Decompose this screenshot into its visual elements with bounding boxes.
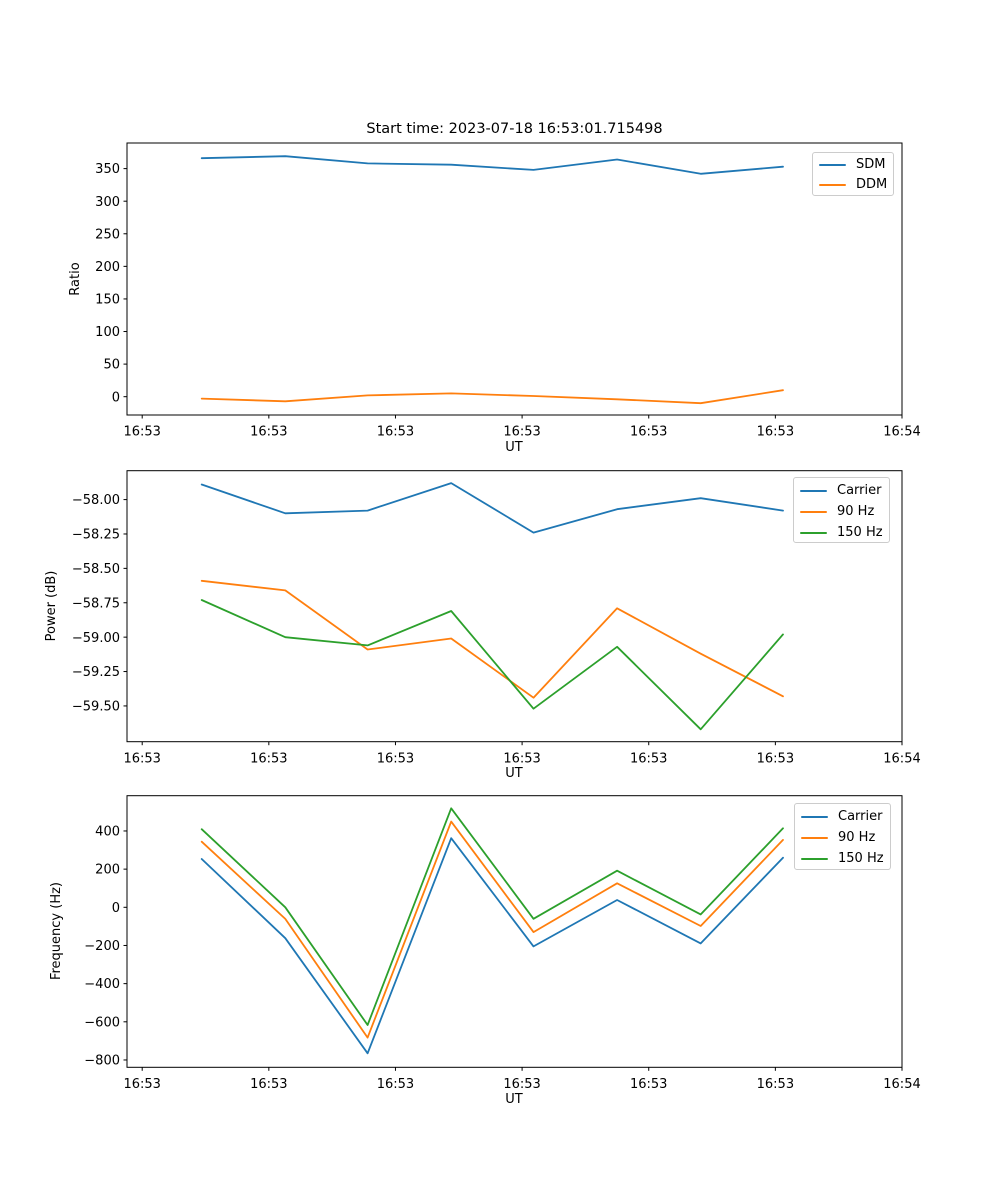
- legend-label: SDM: [856, 157, 886, 173]
- y-tick-label: −59.50: [72, 700, 120, 715]
- y-tick-label: 250: [95, 227, 120, 242]
- x-tick-label: 16:53: [503, 425, 540, 440]
- x-tick-label: 16:53: [630, 1077, 667, 1092]
- y-tick-label: −58.50: [72, 562, 120, 577]
- legend-label: 150 Hz: [837, 525, 883, 540]
- 90hz-line-swatch: [801, 836, 828, 839]
- series-line-carrier: [200, 837, 784, 1055]
- legend-label: DDM: [856, 177, 888, 193]
- y-tick-label: 150: [95, 293, 120, 308]
- x-tick-label: 16:53: [123, 425, 160, 440]
- legend-item-sdm: SDM: [813, 155, 893, 175]
- series-line-90-hz: [200, 579, 784, 699]
- carrier-line-swatch: [801, 815, 828, 818]
- 150hz-line-swatch: [801, 857, 828, 860]
- y-tick-label: −59.25: [72, 665, 120, 680]
- x-tick-label: 16:53: [377, 425, 414, 440]
- 150hz-line-swatch: [800, 531, 827, 534]
- sdm-line-swatch: [819, 163, 846, 166]
- legend-power: Carrier 90 Hz 150 Hz: [793, 477, 890, 543]
- y-tick-label: 0: [112, 390, 120, 405]
- legend-ratio: SDM DDM: [812, 152, 894, 196]
- series-line-90-hz: [200, 820, 784, 1039]
- axes-frame: [126, 142, 903, 416]
- series-line-150-hz: [200, 807, 784, 1026]
- ylabel-ratio: Ratio: [68, 262, 83, 296]
- legend-item-90hz: 90 Hz: [795, 827, 890, 848]
- series-line-sdm: [200, 155, 784, 175]
- x-tick-label: 16:53: [503, 1077, 540, 1092]
- 90hz-line-swatch: [800, 510, 827, 513]
- legend-label: Carrier: [838, 809, 883, 824]
- y-tick-label: −58.75: [72, 596, 120, 611]
- legend-label: Carrier: [837, 483, 882, 498]
- xlabel-ut-middle: UT: [505, 766, 523, 781]
- y-tick-label: 50: [103, 358, 120, 373]
- ylabel-frequency: Frequency (Hz): [49, 881, 64, 981]
- x-tick-label: 16:54: [883, 751, 920, 766]
- legend-item-150hz: 150 Hz: [794, 522, 889, 543]
- carrier-line-swatch: [800, 489, 827, 492]
- legend-item-carrier: Carrier: [795, 806, 890, 827]
- xlabel-ut-top: UT: [505, 440, 523, 455]
- y-tick-label: −800: [84, 1054, 120, 1069]
- legend-item-150hz: 150 Hz: [795, 848, 890, 869]
- x-tick-label: 16:53: [757, 751, 794, 766]
- x-tick-label: 16:53: [123, 1077, 160, 1092]
- legend-frequency: Carrier 90 Hz 150 Hz: [794, 803, 891, 870]
- legend-label: 90 Hz: [837, 504, 875, 519]
- x-tick-label: 16:53: [250, 425, 287, 440]
- x-tick-label: 16:53: [630, 751, 667, 766]
- axes-frame: [126, 470, 903, 743]
- legend-item-ddm: DDM: [813, 175, 893, 195]
- x-tick-label: 16:53: [377, 1077, 414, 1092]
- figure-title: Start time: 2023-07-18 16:53:01.715498: [366, 121, 663, 137]
- x-tick-label: 16:53: [757, 425, 794, 440]
- x-tick-label: 16:53: [250, 751, 287, 766]
- x-tick-label: 16:53: [503, 751, 540, 766]
- xlabel-ut-bottom: UT: [505, 1092, 523, 1107]
- y-tick-label: −58.00: [72, 493, 120, 508]
- axes-frame: [126, 795, 903, 1068]
- x-tick-label: 16:53: [757, 1077, 794, 1092]
- legend-label: 90 Hz: [838, 830, 876, 845]
- y-tick-label: 200: [95, 863, 120, 878]
- legend-item-carrier: Carrier: [794, 480, 889, 501]
- ylabel-power: Power (dB): [44, 570, 59, 642]
- y-tick-label: 400: [95, 825, 120, 840]
- y-tick-label: −59.00: [72, 631, 120, 646]
- y-tick-label: 100: [95, 325, 120, 340]
- y-tick-label: 300: [95, 195, 120, 210]
- y-tick-label: −58.25: [72, 528, 120, 543]
- y-tick-label: −200: [84, 939, 120, 954]
- series-line-150-hz: [200, 599, 784, 731]
- x-tick-label: 16:53: [123, 751, 160, 766]
- legend-label: 150 Hz: [838, 851, 884, 866]
- y-tick-label: 350: [95, 162, 120, 177]
- legend-item-90hz: 90 Hz: [794, 501, 889, 522]
- x-tick-label: 16:53: [377, 751, 414, 766]
- x-tick-label: 16:53: [250, 1077, 287, 1092]
- x-tick-label: 16:54: [883, 425, 920, 440]
- x-tick-label: 16:54: [883, 1077, 920, 1092]
- x-tick-label: 16:53: [630, 425, 667, 440]
- y-tick-label: −600: [84, 1015, 120, 1030]
- ddm-line-swatch: [819, 183, 846, 186]
- series-line-ddm: [200, 389, 784, 405]
- y-tick-label: 200: [95, 260, 120, 275]
- y-tick-label: −400: [84, 977, 120, 992]
- series-line-carrier: [200, 482, 784, 534]
- y-tick-label: 0: [112, 901, 120, 916]
